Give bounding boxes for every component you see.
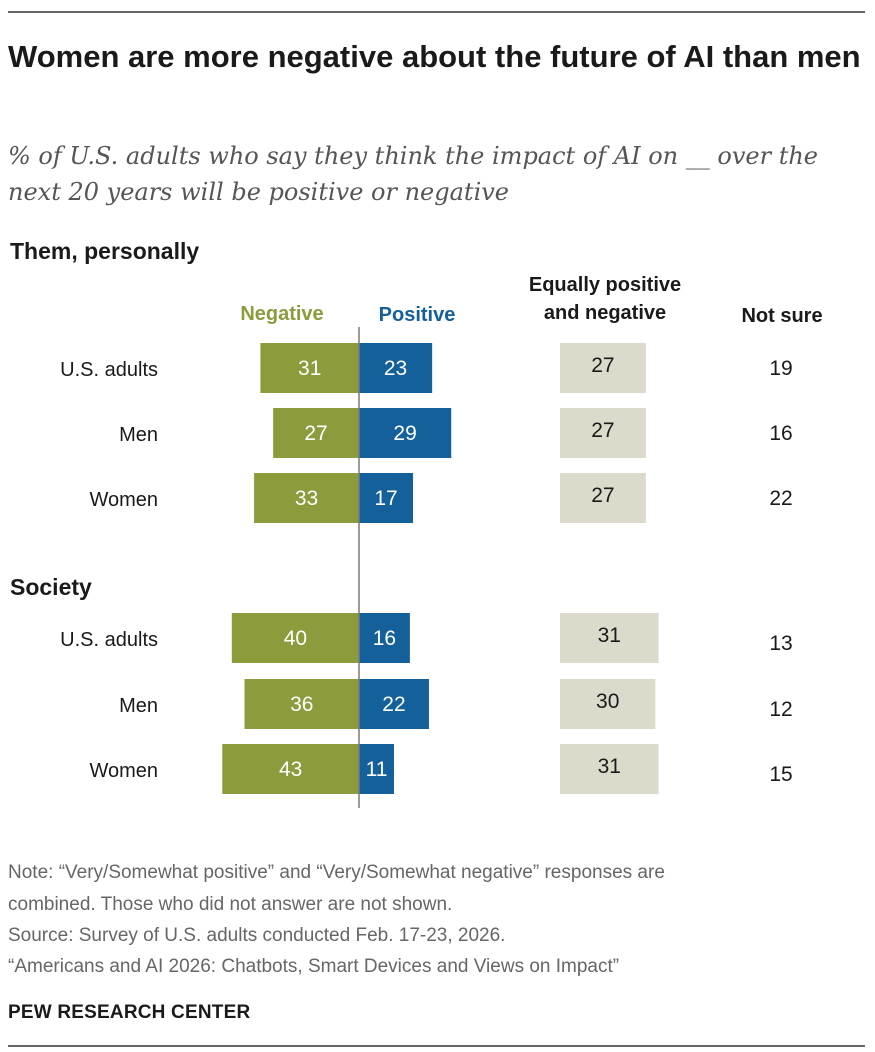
chart-subtitle: % of U.S. adults who say they think the … xyxy=(8,142,819,206)
positive-value-label: 17 xyxy=(374,487,397,510)
equally-bar xyxy=(560,613,659,663)
bottom-rule xyxy=(8,1045,865,1047)
source-line: Source: Survey of U.S. adults conducted … xyxy=(8,925,506,946)
negative-bar xyxy=(273,408,359,458)
not-sure-value-label: 13 xyxy=(769,632,792,655)
positive-value-label: 23 xyxy=(384,357,407,380)
positive-bar xyxy=(359,473,414,523)
row-label: U.S. adults xyxy=(60,359,158,381)
not-sure-value-label: 15 xyxy=(769,763,792,786)
section-label-them-personally: Them, personally xyxy=(10,238,200,264)
equally-value-label: 31 xyxy=(598,624,621,647)
footer-brand: PEW RESEARCH CENTER xyxy=(8,1002,251,1023)
top-rule xyxy=(8,11,865,13)
negative-bar xyxy=(222,744,359,794)
equally-bar xyxy=(560,343,646,393)
negative-value-label: 33 xyxy=(295,487,318,510)
note-line-1: Note: “Very/Somewhat positive” and “Very… xyxy=(8,862,665,883)
negative-value-label: 27 xyxy=(304,422,327,445)
positive-value-label: 11 xyxy=(366,758,388,781)
note-line-2: combined. Those who did not answer are n… xyxy=(8,894,453,915)
row-label: Women xyxy=(89,489,158,511)
equally-value-label: 31 xyxy=(598,755,621,778)
negative-bar xyxy=(231,613,359,663)
negative-value-label: 36 xyxy=(290,693,313,716)
positive-bar xyxy=(359,679,429,729)
row-label: Men xyxy=(119,695,158,717)
positive-value-label: 22 xyxy=(382,693,405,716)
positive-bar xyxy=(359,343,433,393)
column-header-negative: Negative xyxy=(240,303,324,325)
section-label-society: Society xyxy=(10,574,92,600)
row-label: Men xyxy=(119,424,158,446)
negative-bar xyxy=(244,679,359,729)
equally-value-label: 27 xyxy=(591,354,614,377)
positive-value-label: 16 xyxy=(373,627,396,650)
column-header-equally: Equally positive and negative xyxy=(528,274,682,324)
positive-bar xyxy=(359,408,452,458)
diverging-bar-chart: U.S. adults 31 23 27 19 Men 27 29 27 16 Women 33 17 2… xyxy=(60,327,793,808)
column-header-positive: Positive xyxy=(378,304,456,326)
negative-bar xyxy=(254,473,359,523)
not-sure-value-label: 19 xyxy=(769,357,792,380)
equally-value-label: 27 xyxy=(591,484,614,507)
column-header-not-sure: Not sure xyxy=(741,305,823,327)
positive-bar xyxy=(359,744,394,794)
not-sure-value-label: 12 xyxy=(769,698,792,721)
equally-bar xyxy=(560,408,646,458)
row-label: U.S. adults xyxy=(60,629,158,651)
equally-value-label: 27 xyxy=(591,419,614,442)
negative-value-label: 40 xyxy=(284,627,307,650)
positive-bar xyxy=(359,613,410,663)
row-label: Women xyxy=(89,760,158,782)
equally-bar xyxy=(560,744,659,794)
negative-value-label: 43 xyxy=(279,758,302,781)
not-sure-value-label: 22 xyxy=(769,487,792,510)
negative-bar xyxy=(260,343,359,393)
not-sure-value-label: 16 xyxy=(769,422,792,445)
equally-value-label: 30 xyxy=(596,690,619,713)
equally-bar xyxy=(560,473,646,523)
positive-value-label: 29 xyxy=(393,422,416,445)
report-line: “Americans and AI 2026: Chatbots, Smart … xyxy=(8,956,620,977)
negative-value-label: 31 xyxy=(298,357,321,380)
chart-title: Women are more negative about the future… xyxy=(8,39,861,74)
equally-bar xyxy=(560,679,656,729)
